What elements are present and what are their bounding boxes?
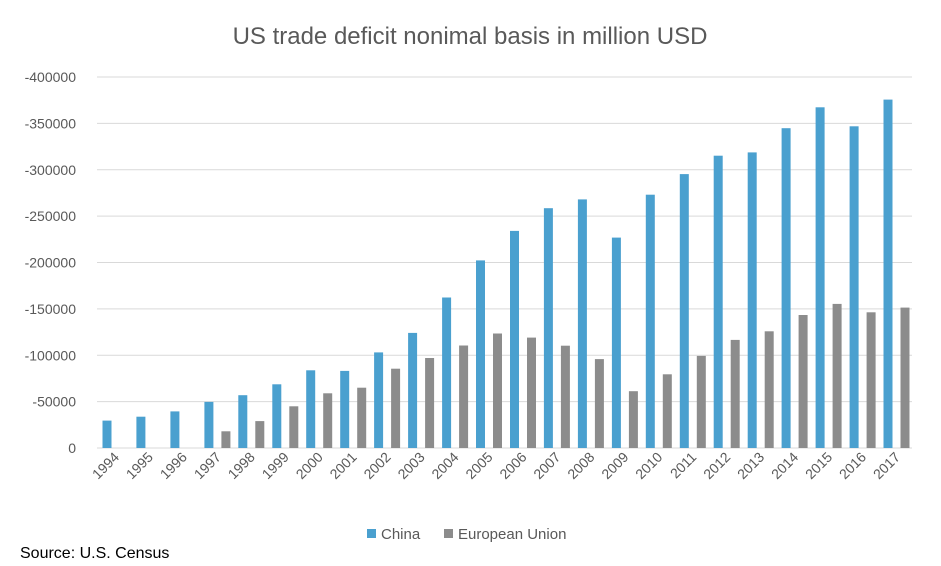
bar-china-2016 <box>849 126 859 449</box>
x-tick-label: 1994 <box>89 449 122 482</box>
bar-china-2017 <box>883 99 893 448</box>
y-tick-label: 0 <box>68 440 76 456</box>
bar-china-2007 <box>543 208 553 448</box>
legend-swatch-china <box>367 529 376 538</box>
bar-european-union-1999 <box>289 406 299 448</box>
x-tick-label: 1998 <box>225 449 258 482</box>
x-tick-label: 2016 <box>836 449 869 482</box>
x-tick-label: 2017 <box>870 449 903 482</box>
x-tick-label: 2012 <box>700 449 733 482</box>
bar-european-union-2001 <box>357 387 367 448</box>
chart-title: US trade deficit nonimal basis in millio… <box>233 23 708 50</box>
bar-european-union-2014 <box>798 315 808 448</box>
bar-european-union-2005 <box>493 333 502 448</box>
bar-china-2011 <box>679 174 689 448</box>
x-tick-label: 1999 <box>259 449 292 482</box>
bar-european-union-1997 <box>221 431 231 448</box>
bar-china-2002 <box>374 352 384 448</box>
bar-china-2013 <box>747 152 757 448</box>
bars <box>102 99 910 449</box>
x-tick-label: 2013 <box>734 449 767 482</box>
x-tick-label: 2003 <box>394 449 427 482</box>
bar-china-1996 <box>170 411 180 448</box>
bar-european-union-2004 <box>459 345 469 448</box>
bar-european-union-2015 <box>832 303 842 448</box>
bar-european-union-2013 <box>764 331 774 448</box>
y-tick-label: -350000 <box>25 115 77 131</box>
x-tick-label: 1996 <box>157 449 190 482</box>
y-tick-label: -250000 <box>25 208 77 224</box>
x-tick-label: 2015 <box>802 449 835 482</box>
bar-european-union-2011 <box>696 355 706 448</box>
bar-european-union-2008 <box>594 359 604 448</box>
x-tick-label: 2006 <box>496 449 529 482</box>
bar-china-2015 <box>815 107 825 449</box>
bar-european-union-2007 <box>560 345 570 448</box>
bar-european-union-2009 <box>628 391 638 448</box>
x-tick-label: 2008 <box>564 449 597 482</box>
bar-european-union-2003 <box>425 358 435 448</box>
x-tick-label: 2011 <box>667 449 700 482</box>
bar-european-union-2012 <box>730 339 740 448</box>
bar-china-2009 <box>611 237 621 448</box>
bar-european-union-1998 <box>255 421 265 448</box>
bar-china-1999 <box>272 384 282 448</box>
bar-china-1998 <box>238 395 248 448</box>
x-tick-label: 2014 <box>768 449 801 482</box>
x-tick-label: 2010 <box>632 449 665 482</box>
x-tick-label: 2002 <box>360 449 393 482</box>
x-tick-label: 2009 <box>598 449 631 482</box>
x-tick-label: 2004 <box>428 449 461 482</box>
x-tick-label: 2005 <box>462 449 495 482</box>
bar-china-1997 <box>204 401 214 448</box>
y-tick-label: -100000 <box>25 347 77 363</box>
bar-china-2012 <box>713 155 723 448</box>
bar-china-2004 <box>442 297 452 448</box>
x-tick-label: 2000 <box>293 449 326 482</box>
bar-china-2000 <box>306 370 316 448</box>
bar-european-union-2017 <box>900 307 910 448</box>
grid-lines <box>97 76 912 449</box>
y-tick-label: -300000 <box>25 162 77 178</box>
bar-european-union-2016 <box>866 312 876 448</box>
bar-china-2014 <box>781 128 791 448</box>
bar-china-1995 <box>136 416 146 448</box>
bar-china-2006 <box>510 230 519 448</box>
bar-european-union-2000 <box>323 393 333 448</box>
legend-swatch-european-union <box>444 529 453 538</box>
bar-china-1994 <box>102 420 112 448</box>
y-axis-ticks: -400000 -350000 -300000 -250000 -200000 -1500… <box>25 69 77 456</box>
y-tick-label: -400000 <box>25 69 77 85</box>
bar-european-union-2006 <box>527 337 536 448</box>
bar-china-2005 <box>476 260 485 448</box>
x-tick-label: 2007 <box>530 449 563 482</box>
x-tick-label: 1997 <box>191 449 224 482</box>
x-tick-label: 1995 <box>123 449 156 482</box>
bar-china-2008 <box>577 199 587 448</box>
y-tick-label: -50000 <box>32 394 76 410</box>
bar-european-union-2010 <box>662 374 672 448</box>
bar-european-union-2002 <box>391 368 401 448</box>
bar-china-2001 <box>340 370 350 448</box>
legend-label-china: China <box>381 526 421 543</box>
bar-china-2010 <box>645 194 655 448</box>
legend: China European Union <box>367 526 566 543</box>
x-axis-ticks: 1994 1995 1996 1997 1998 1999 2000 2001 2002 2003… <box>89 449 904 482</box>
y-tick-label: -150000 <box>25 301 77 317</box>
bar-china-2003 <box>408 332 418 448</box>
x-tick-label: 2001 <box>326 449 359 482</box>
source-note: Source: U.S. Census <box>20 545 170 562</box>
legend-label-european-union: European Union <box>458 526 566 543</box>
y-tick-label: -200000 <box>25 255 77 271</box>
